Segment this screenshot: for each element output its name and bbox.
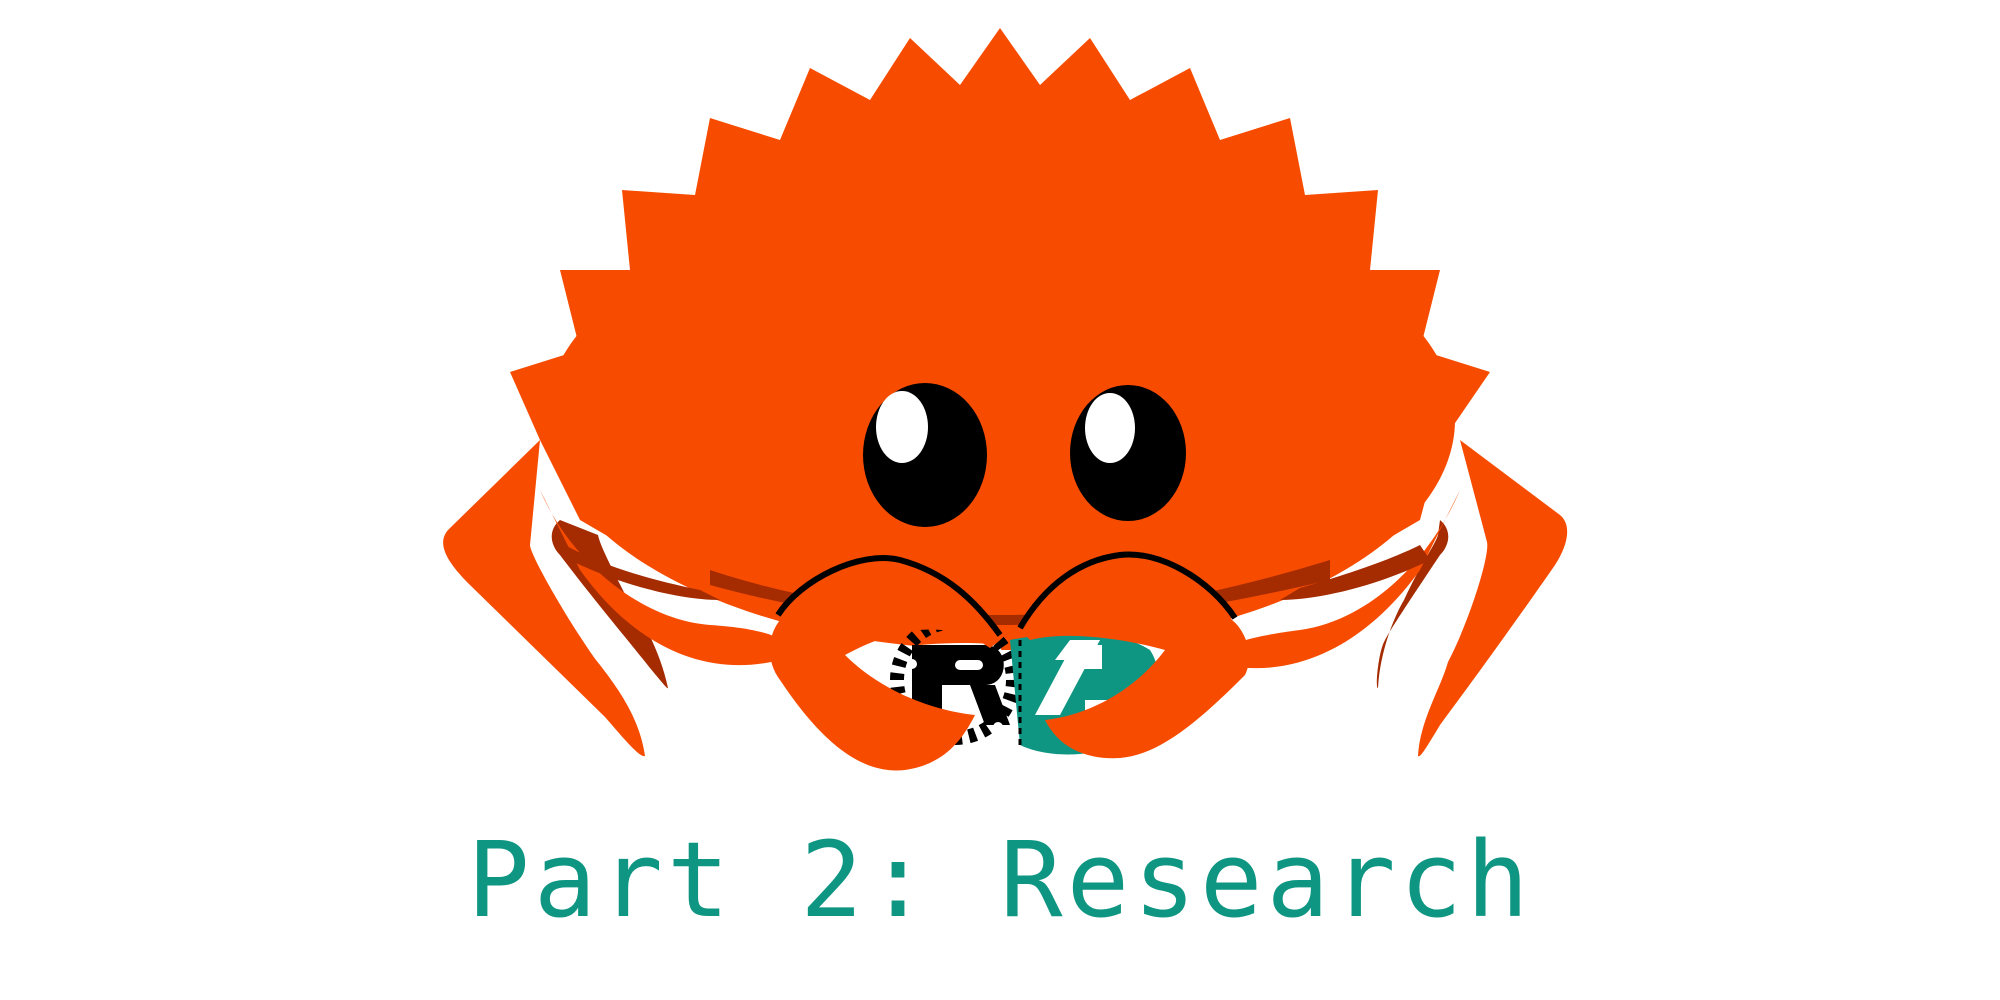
right-pincer — [1020, 554, 1250, 759]
right-leg-inner — [1376, 520, 1449, 689]
left-eye-highlight — [876, 391, 928, 463]
rust-r-leg — [970, 685, 1010, 725]
shell-body — [545, 190, 1455, 650]
slide-caption: Part 2: Research — [467, 819, 1533, 941]
zig-z-block — [1082, 645, 1102, 669]
rust-gear-logo-icon — [845, 615, 1022, 745]
crab-eyes — [863, 383, 1186, 527]
right-arm-shade — [1280, 545, 1430, 600]
left-pincer — [769, 558, 1000, 771]
right-pincer-edge — [1017, 551, 1238, 630]
left-eye — [863, 383, 987, 527]
right-eye-highlight — [1085, 393, 1135, 463]
right-leg-outer — [1418, 440, 1568, 757]
rust-r-cut — [955, 660, 983, 670]
left-arm — [540, 490, 789, 666]
crab-pincers — [769, 551, 1250, 771]
crab-shell — [510, 28, 1490, 650]
left-leg-outer — [443, 440, 645, 757]
rust-logo-dot-3 — [993, 722, 1003, 732]
rust-logo-dot-1 — [907, 659, 917, 669]
left-pincer-edge — [775, 555, 1003, 637]
left-arm-shade — [565, 545, 720, 600]
